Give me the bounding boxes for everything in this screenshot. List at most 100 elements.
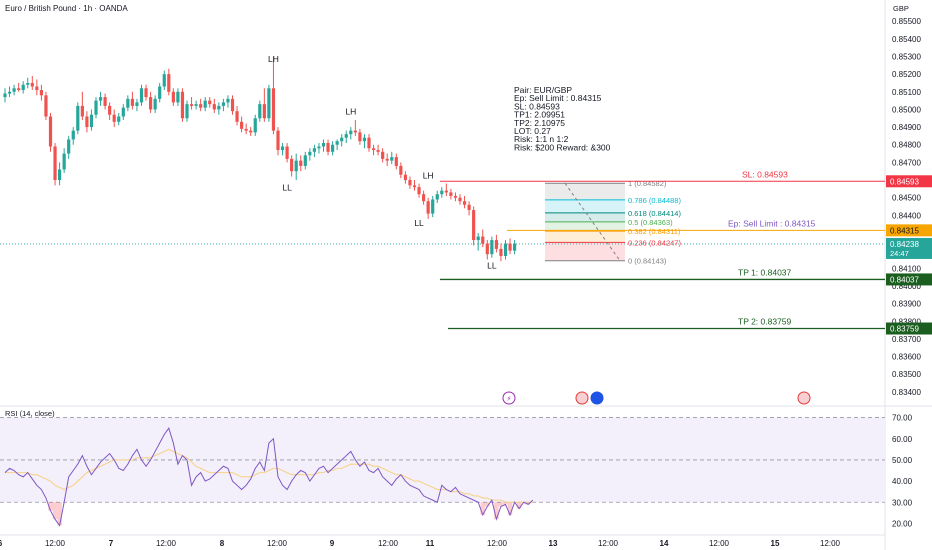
candle-body [203,100,207,108]
fib-level-label: 1 (0.84582) [628,179,667,188]
candle-body [303,155,307,166]
candle-body [467,204,471,211]
currency-badge-text: GBP [893,4,909,13]
entry-axis-badge-text: 0.84315 [890,226,919,235]
rsi-label[interactable]: RSI (14, close) [5,409,55,418]
trade-levels[interactable]: SL: 0.84593 Ep: Sell Limit : 0.84315 TP 1:… [0,169,885,330]
trade-info-line: Pair: EUR/GBP [514,85,572,95]
candle-body [39,90,43,96]
rsi-oversold-fill [498,502,504,507]
fib-level-label: 0.5 (0.84363) [628,218,673,227]
candle-body [117,116,121,122]
candle-body [176,91,180,103]
rsi-oversold-fill [57,502,62,526]
candle-body [403,174,407,181]
price-tick-label: 0.84400 [892,211,921,220]
fib-trend-line[interactable] [564,182,621,262]
trade-info-line: Risk: $200 Reward: &300 [514,142,611,152]
candle-body [185,104,189,119]
event-icons[interactable]: ⚡ [502,391,811,405]
price-tick-label: 0.84100 [892,264,921,273]
candle-body [3,93,7,98]
entry-axis-badge [886,224,932,237]
candle-body [167,74,171,92]
candle-body [353,130,357,133]
fib-zone [545,242,625,261]
candle-body [385,158,389,161]
structure-annotations: LH LL LH LL LH LL [268,54,497,271]
price-tick-label: 0.83500 [892,370,921,379]
candle-body [112,114,116,122]
tp2-axis-badge [886,322,932,335]
candle-body [294,160,298,172]
price-axis[interactable]: 0.85500 0.85400 0.85300 0.85200 0.85100 0.850… [892,17,921,397]
price-tick-label: 0.83900 [892,300,921,309]
candle-body [399,165,403,175]
time-tick-label: 12:00 [267,539,288,548]
candle-body [344,134,348,138]
candle-body [321,142,326,147]
candle-body [158,86,162,99]
price-tick-label: 0.84700 [892,158,921,167]
time-tick-label: 6 [0,539,3,548]
candle-body [440,190,444,195]
annotation-ll: LL [414,218,424,228]
entry-label: Ep: Sell Limit : 0.84315 [728,218,816,228]
current-price-badge [886,237,932,259]
time-tick-label: 12:00 [487,539,508,548]
annotation-lh: LH [423,170,434,180]
economic-event-icon[interactable] [575,391,589,405]
fib-zone [545,183,625,200]
rsi-oversold-fill [525,502,531,505]
candle-body [335,141,339,145]
candle-body [326,142,330,152]
candle-body [308,151,312,156]
price-tick-label: 0.85000 [892,105,921,114]
tp2-axis-badge-text: 0.83759 [890,325,919,334]
candle-body [199,104,203,108]
price-tick-label: 0.83400 [892,388,921,397]
candle-body [349,130,353,135]
candle-body [30,82,34,87]
lightning-event-icon[interactable]: ⚡ [502,391,516,405]
symbol-title[interactable]: Euro / British Pound · 1h · OANDA [5,4,128,13]
rsi-pane[interactable]: RSI (14, close) 70.00 60.00 50.00 40.00 30.0… [0,409,913,528]
earnings-event-icon[interactable] [590,391,604,405]
time-tick-label: 12:00 [709,539,730,548]
tp1-axis-badge [886,273,932,286]
time-tick-label: 12:00 [598,539,619,548]
trade-info-line: TP1: 2.09951 [514,110,565,120]
sl-label: SL: 0.84593 [742,169,788,179]
price-tick-label: 0.84800 [892,141,921,150]
candle-body [394,157,398,166]
rsi-line [4,427,534,527]
fib-level-label: 0.786 (0.84488) [628,196,681,205]
candle-body [226,98,230,103]
fib-level-label: 0.618 (0.84414) [628,209,681,218]
rsi-oversold-fill [507,502,513,515]
lightning-event-icon-circle [502,391,516,405]
economic-event-icon[interactable] [797,391,811,405]
candle-body [276,130,280,151]
candle-body [312,148,316,152]
candle-body [408,180,412,186]
price-tick-label: 0.83600 [892,353,921,362]
time-axis[interactable]: 6 12:00 7 12:00 8 12:00 9 12:00 11 12:00 13 12:00 14… [0,539,841,548]
time-tick-label: 12:00 [45,539,66,548]
candle-body [381,151,385,159]
trade-info-line: Ep: Sell Limit : 0.84315 [514,93,602,103]
lightning-event-icon-glyph: ⚡ [507,395,512,403]
candle-body [299,160,303,166]
candle-body [89,114,94,128]
candle-body [130,98,134,106]
rsi-oversold-fill [503,502,508,505]
rsi-oversold-fill [516,502,522,509]
price-tick-label: 0.83800 [892,317,921,326]
time-tick-label: 12:00 [820,539,841,548]
currency-badge[interactable] [888,2,910,14]
candle-body [135,102,139,106]
fibonacci-retracement[interactable]: 1 (0.84582) 0.786 (0.84488) 0.618 (0.84414… [545,179,681,266]
